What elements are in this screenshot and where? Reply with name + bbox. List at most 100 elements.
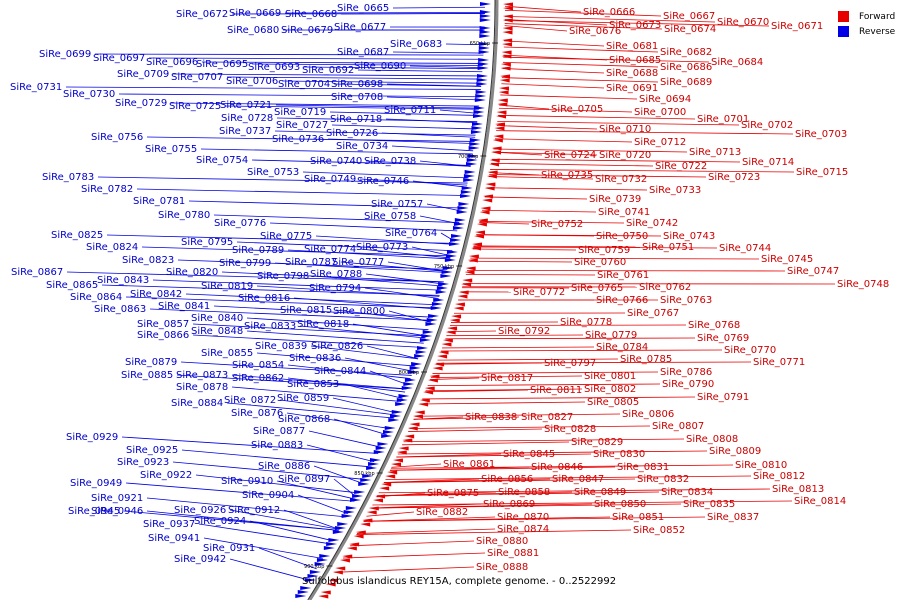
forward-gene-arrow — [379, 486, 390, 491]
reverse-leader-line — [426, 203, 462, 212]
forward-gene-label: SiRe_0702 — [741, 120, 793, 131]
forward-gene-label: SiRe_0851 — [612, 512, 664, 523]
reverse-leader-line — [392, 51, 484, 54]
reverse-gene-arrow — [369, 458, 381, 462]
reverse-leader-line — [287, 364, 411, 379]
reverse-leader-line — [283, 509, 340, 530]
reverse-gene-label: SiRe_0731 — [10, 82, 62, 93]
reverse-leader-line — [121, 436, 379, 454]
forward-leader-line — [370, 503, 593, 509]
forward-gene-label: SiRe_0713 — [689, 147, 741, 158]
forward-gene-label: SiRe_0733 — [649, 185, 701, 196]
reverse-gene-arrow — [441, 270, 453, 274]
reverse-leader-line — [274, 262, 447, 273]
forward-gene-arrow — [404, 434, 415, 439]
reverse-gene-arrow — [368, 462, 380, 466]
reverse-gene-label: SiRe_0753 — [247, 167, 299, 178]
forward-leader-line — [479, 222, 530, 225]
reverse-gene-arrow — [460, 190, 472, 194]
reverse-leader-line — [364, 287, 439, 299]
reverse-gene-label: SiRe_0725 — [169, 101, 221, 112]
reverse-gene-label: SiRe_0937 — [143, 519, 195, 530]
forward-gene-label: SiRe_0834 — [661, 487, 713, 498]
forward-leader-line — [420, 401, 586, 405]
reverse-gene-label: SiRe_0777 — [332, 257, 384, 268]
reverse-gene-arrow — [470, 130, 482, 134]
forward-leader-line — [492, 151, 598, 156]
forward-gene-arrow — [499, 74, 510, 79]
reverse-gene-label: SiRe_0780 — [158, 210, 210, 221]
forward-gene-label: SiRe_0762 — [639, 282, 691, 293]
reverse-gene-label: SiRe_0853 — [287, 379, 339, 390]
legend-forward-label: Forward — [859, 11, 896, 22]
reverse-gene-label: SiRe_0672 — [176, 9, 228, 20]
reverse-gene-label: SiRe_0842 — [130, 289, 182, 300]
reverse-leader-line — [246, 330, 424, 344]
forward-leader-line — [385, 475, 752, 480]
forward-gene-arrow — [442, 338, 453, 343]
reverse-leader-line — [299, 325, 426, 339]
forward-gene-arrow — [387, 470, 398, 475]
forward-leader-line — [504, 20, 770, 27]
forward-leader-line — [356, 529, 632, 535]
forward-gene-arrow — [501, 42, 512, 47]
reverse-leader-line — [181, 449, 372, 468]
reverse-gene-arrow — [425, 322, 437, 326]
forward-gene-arrow — [464, 270, 475, 275]
reverse-gene-label: SiRe_0823 — [122, 255, 174, 266]
reverse-gene-arrow — [477, 66, 489, 70]
forward-gene-label: SiRe_0724 — [544, 150, 596, 161]
reverse-gene-arrow — [341, 514, 353, 518]
forward-leader-line — [465, 274, 596, 276]
reverse-leader-line — [310, 345, 419, 360]
forward-gene-arrow — [335, 566, 346, 571]
reverse-gene-arrow — [449, 242, 461, 246]
forward-gene-label: SiRe_0888 — [476, 562, 528, 573]
forward-gene-label: SiRe_0813 — [772, 484, 824, 495]
forward-gene-arrow — [453, 306, 464, 311]
reverse-leader-line — [201, 61, 483, 64]
reverse-gene-arrow — [436, 286, 448, 290]
reverse-gene-label: SiRe_0929 — [66, 432, 118, 443]
forward-gene-arrow — [483, 194, 494, 199]
forward-leader-line — [479, 221, 625, 224]
reverse-leader-line — [342, 383, 403, 399]
reverse-leader-line — [344, 357, 414, 372]
reverse-gene-arrow — [444, 258, 456, 262]
forward-gene-label: SiRe_0869 — [483, 499, 535, 510]
reverse-leader-line — [125, 296, 436, 309]
reverse-leader-line — [177, 259, 448, 270]
reverse-gene-arrow — [414, 354, 426, 358]
reverse-leader-line — [256, 285, 440, 297]
reverse-gene-arrow — [479, 2, 491, 6]
reverse-gene-label: SiRe_0877 — [253, 426, 305, 437]
forward-gene-arrow — [498, 90, 509, 95]
reverse-gene-arrow — [479, 26, 491, 30]
forward-gene-label: SiRe_0744 — [719, 243, 771, 254]
forward-gene-arrow — [502, 26, 513, 31]
forward-gene-arrow — [454, 302, 465, 307]
forward-leader-line — [437, 358, 619, 361]
forward-gene-label: SiRe_0694 — [639, 94, 691, 105]
forward-gene-arrow — [445, 330, 456, 335]
reverse-gene-label: SiRe_0868 — [278, 414, 330, 425]
reverse-gene-label: SiRe_0798 — [257, 271, 309, 282]
forward-gene-label: SiRe_0722 — [655, 161, 707, 172]
forward-gene-arrow — [467, 258, 478, 263]
reverse-gene-label: SiRe_0737 — [219, 126, 271, 137]
reverse-gene-label: SiRe_0923 — [117, 457, 169, 468]
reverse-leader-line — [276, 480, 356, 500]
reverse-gene-label: SiRe_0729 — [115, 98, 167, 109]
forward-leader-line — [408, 428, 543, 432]
reverse-gene-label: SiRe_0841 — [158, 301, 210, 312]
forward-gene-arrow — [501, 54, 512, 59]
reverse-leader-line — [329, 111, 479, 116]
forward-gene-arrow — [502, 14, 513, 19]
reverse-gene-arrow — [395, 402, 407, 406]
forward-gene-label: SiRe_0739 — [589, 194, 641, 205]
forward-gene-label: SiRe_0766 — [596, 295, 648, 306]
reverse-gene-label: SiRe_0921 — [91, 493, 143, 504]
reverse-gene-arrow — [458, 202, 470, 206]
reverse-gene-label: SiRe_0746 — [357, 176, 409, 187]
